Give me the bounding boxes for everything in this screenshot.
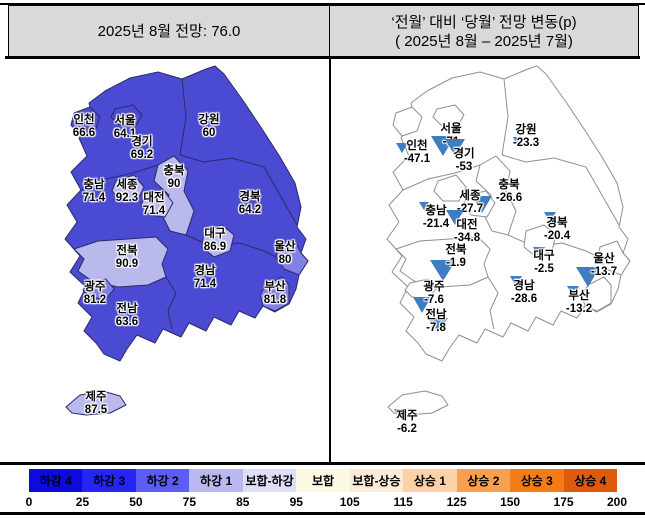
legend-tick-85: 85 xyxy=(236,495,250,509)
left-map-title: 2025년 8월 전망: 76.0 xyxy=(97,23,241,40)
left-region-label-jeonnam: 전남 63.6 xyxy=(115,303,139,328)
down-triangle-icon-ulsan xyxy=(576,267,600,287)
down-triangle-icon-gangwon xyxy=(512,137,523,146)
left-region-label-jeju: 제주 87.5 xyxy=(84,391,108,416)
left-region-label-gangwon: 강원 60 xyxy=(198,114,220,139)
right-region-label-incheon: 인천 -47.1 xyxy=(403,140,431,165)
header-left-cell: 2025년 8월 전망: 76.0 xyxy=(8,5,330,58)
panel-divider xyxy=(329,59,331,462)
legend-top-border xyxy=(0,462,645,465)
down-triangle-icon-gwangju xyxy=(412,297,431,313)
legend-segment-5: 보합 xyxy=(296,469,350,492)
left-region-label-ulsan: 울산 80 xyxy=(274,241,296,266)
legend-tick-95: 95 xyxy=(289,495,303,509)
down-triangle-icon-chungbuk xyxy=(472,196,492,213)
forecast-map-panel: 인천 66.6 서울 64.1 경기 69.2 강원 60 충북 90 세종 92.3 충남 71.4 대전… xyxy=(8,59,329,462)
right-map-title-line1: ‘전월’ 대비 ‘당월’ 전망 변동(p) xyxy=(391,13,577,31)
legend-segment-6: 보합-상승 xyxy=(349,469,404,492)
right-region-label-ulsan: 울산 -13.7 xyxy=(590,253,618,278)
down-triangle-icon-jeonbuk xyxy=(430,260,456,281)
right-region-label-gyeongbuk: 경북 -20.4 xyxy=(543,217,571,242)
legend-segment-1: 하강 3 xyxy=(82,469,136,492)
legend-tick-200: 200 xyxy=(606,495,628,509)
legend-tick-50: 50 xyxy=(129,495,143,509)
left-region-label-chungbuk: 충북 90 xyxy=(163,165,185,190)
legend-segment-4: 보합-하강 xyxy=(242,469,297,492)
right-region-label-gangwon: 강원 -23.3 xyxy=(512,124,540,149)
left-region-label-gwangju: 광주 81.2 xyxy=(83,281,107,306)
legend-color-bar: 하강 4 하강 3 하강 2 하강 1 보합-하강 보합 보합-상승 상승 1 상승 2 상승 3… xyxy=(29,469,617,492)
right-region-label-daejeon: 대전 -34.8 xyxy=(453,219,481,244)
down-triangle-icon-gyeongnam xyxy=(509,276,522,287)
right-region-label-busan: 부산 -13.2 xyxy=(565,290,593,315)
legend-segment-2: 하강 2 xyxy=(135,469,190,492)
legend-tick-150: 150 xyxy=(500,495,521,509)
legend-tick-115: 115 xyxy=(393,495,413,509)
right-region-label-chungbuk: 충북 -26.6 xyxy=(495,179,523,204)
legend-segment-3: 하강 1 xyxy=(189,469,243,492)
left-region-label-jeonbuk: 전북 90.9 xyxy=(115,245,139,270)
left-region-label-sejong: 세종 92.3 xyxy=(115,179,139,204)
right-region-label-jeju: 제주 -6.2 xyxy=(396,410,418,435)
left-region-label-seoul: 서울 64.1 xyxy=(113,115,137,140)
legend-tick-25: 25 xyxy=(75,495,90,509)
change-map-panel: 인천 -47.1 서울 -71 경기 -53 강원 -23.3 충북 -26.6 세종 -27.7 충남… xyxy=(330,59,645,462)
left-region-label-gyeongbuk: 경북 64.2 xyxy=(238,191,262,216)
right-region-label-gyeonggi: 경기 -53 xyxy=(453,148,475,173)
frame-top-border xyxy=(0,3,645,5)
legend-tick-105: 105 xyxy=(339,495,360,509)
legend-segment-0: 하강 4 xyxy=(29,469,83,492)
left-region-label-incheon: 인천 66.6 xyxy=(72,114,96,139)
down-triangle-icon-daegu xyxy=(532,247,545,258)
right-region-label-jeonnam: 전남 -7.8 xyxy=(425,309,447,334)
down-triangle-icon-daejeon xyxy=(446,210,464,225)
legend-segment-7: 상승 1 xyxy=(403,469,457,492)
legend-tick-125: 125 xyxy=(446,495,467,509)
down-triangle-icon-incheon xyxy=(396,143,408,153)
down-triangle-icon-jeju xyxy=(394,409,406,419)
legend-tick-75: 75 xyxy=(182,495,197,509)
legend-tick-175: 175 xyxy=(553,495,574,509)
down-triangle-icon-gyeongbuk xyxy=(544,212,556,222)
legend-tick-0: 0 xyxy=(25,495,33,509)
left-region-label-gyeonggi: 경기 69.2 xyxy=(130,136,154,161)
header-right-cell: ‘전월’ 대비 ‘당월’ 전망 변동(p) ( 2025년 8월 – 2025년… xyxy=(329,5,639,58)
left-region-label-chungnam: 충남 71.4 xyxy=(82,179,106,204)
left-region-label-daejeon: 대전 71.4 xyxy=(142,192,166,217)
right-region-label-chungnam: 충남 -21.4 xyxy=(422,205,450,230)
down-triangle-icon-chungnam xyxy=(419,202,429,210)
legend-segment-8: 상승 2 xyxy=(456,469,511,492)
down-triangle-icon-busan xyxy=(566,286,579,297)
down-triangle-icon-jeonnam xyxy=(428,318,448,332)
left-region-label-daegu: 대구 86.9 xyxy=(203,228,227,253)
legend-segment-10: 상승 4 xyxy=(563,469,617,492)
right-map-title-line2: ( 2025년 8월 – 2025년 7월) xyxy=(395,32,573,50)
header-bottom-border xyxy=(5,56,640,59)
korea-map-left xyxy=(64,65,309,416)
legend-segment-9: 상승 3 xyxy=(510,469,564,492)
down-triangle-icon-gyeonggi xyxy=(445,139,465,156)
right-region-label-daegu: 대구 -2.5 xyxy=(533,250,555,275)
frame-bottom-border xyxy=(0,512,645,515)
left-region-label-gyeongnam: 경남 71.4 xyxy=(193,265,217,290)
right-region-label-jeonbuk: 전북 -1.9 xyxy=(445,244,467,269)
right-region-label-gyeongnam: 경남 -28.6 xyxy=(510,280,538,305)
right-region-label-gwangju: 광주 -7.6 xyxy=(423,281,445,306)
left-region-label-busan: 부산 81.8 xyxy=(263,281,287,306)
